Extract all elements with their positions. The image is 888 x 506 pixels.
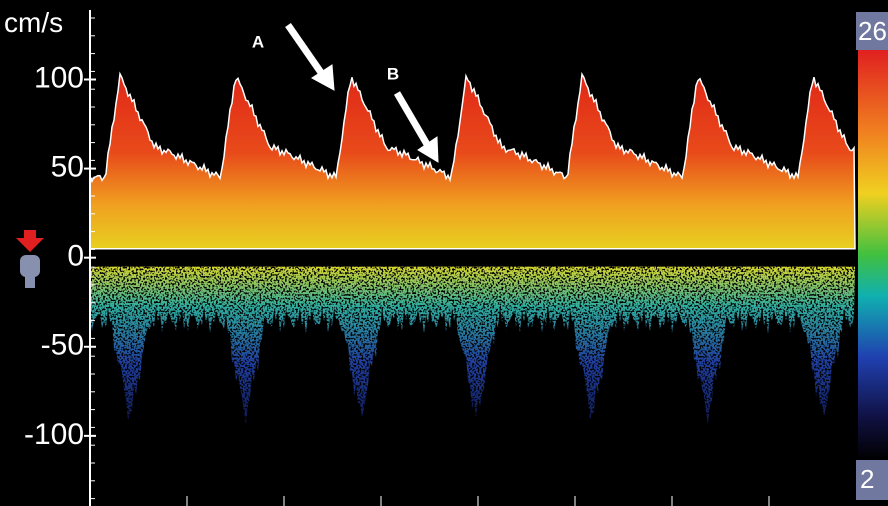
flow-icon (16, 230, 44, 252)
color-bar-bottom: 2 (860, 464, 874, 494)
y-tick-label: 0 (67, 240, 84, 273)
spectrum (89, 71, 856, 425)
baseline-band (90, 252, 855, 264)
y-tick-label: -100 (24, 418, 84, 451)
y-tick-label: -50 (41, 329, 84, 362)
color-bar (858, 50, 888, 460)
probe-icon (20, 255, 40, 277)
forward-flow (90, 73, 855, 249)
arrows (285, 23, 439, 163)
y-tick-label: 50 (51, 151, 84, 184)
annotation: A (252, 32, 264, 51)
color-bar-top: 26 (858, 16, 887, 46)
color-bar-cap (856, 460, 888, 500)
y-tick-label: 100 (34, 61, 84, 94)
annotation: B (387, 64, 399, 83)
envelope (89, 71, 856, 250)
probe-icon (25, 276, 35, 288)
reverse-flow (90, 266, 855, 425)
color-bar-cap (856, 12, 888, 50)
unit-label: cm/s (4, 7, 63, 38)
